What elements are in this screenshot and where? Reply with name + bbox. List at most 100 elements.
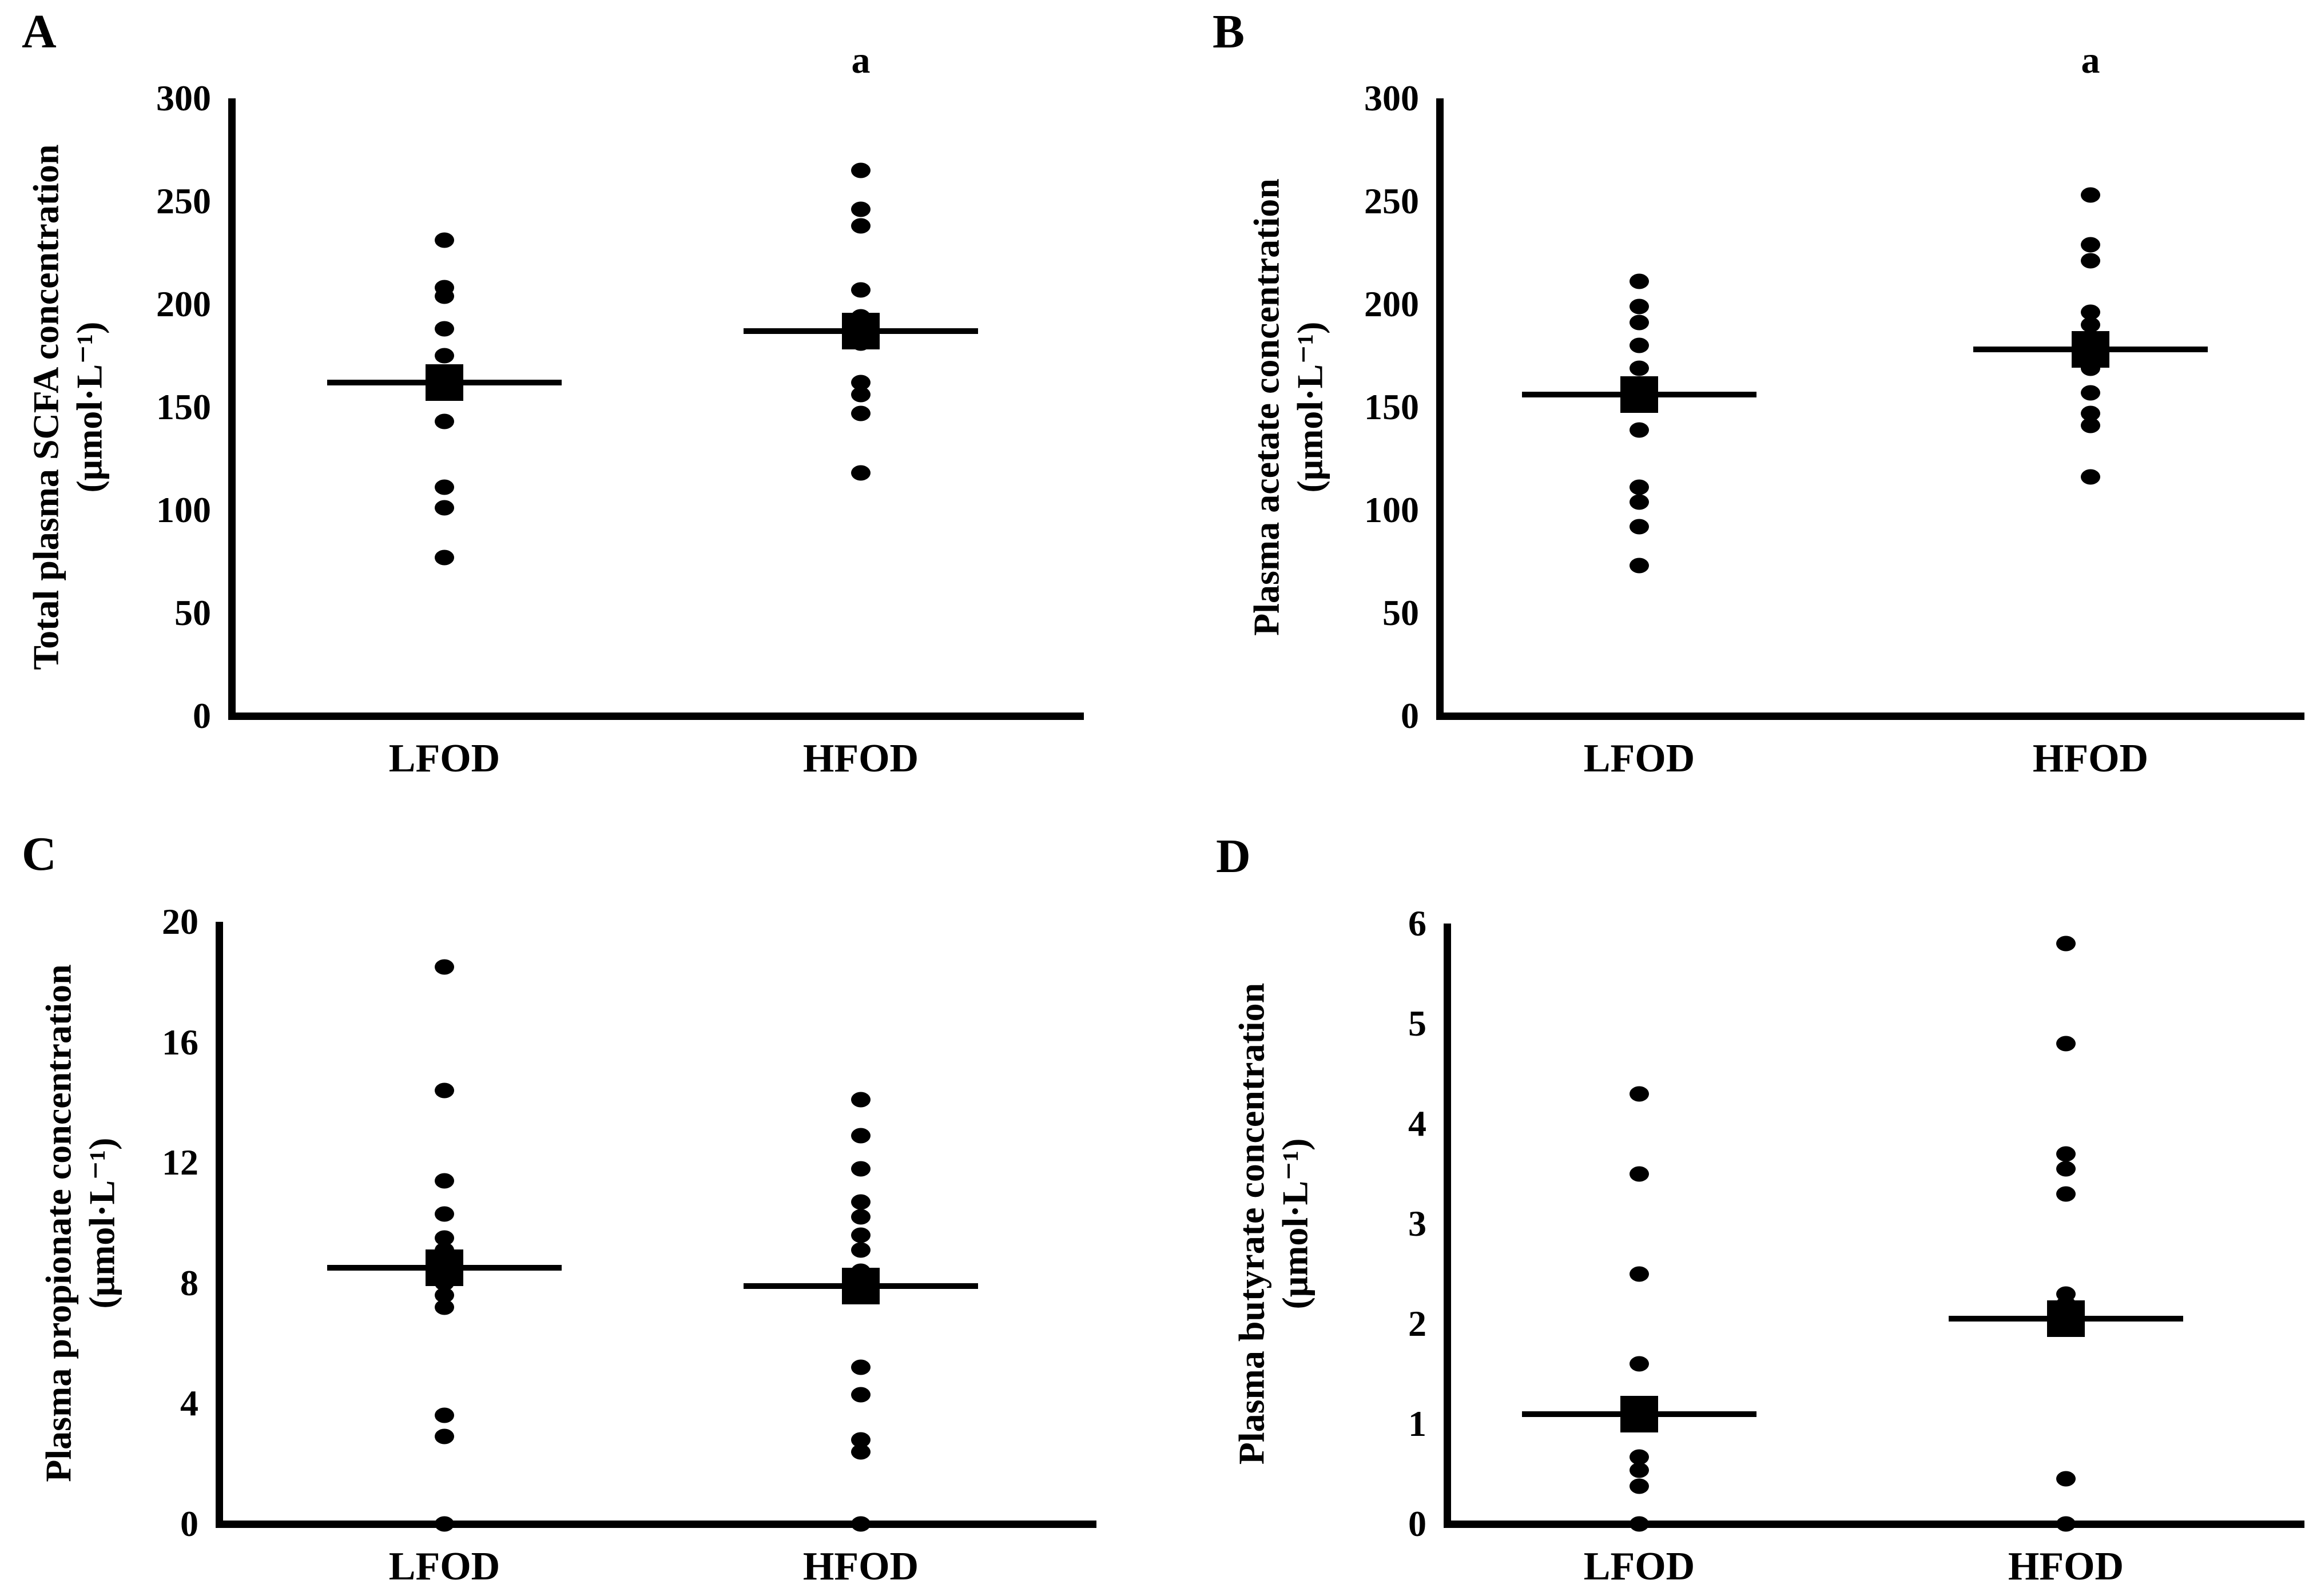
panel-d-letter: D — [1216, 830, 1251, 883]
panel-a-x-axis — [228, 713, 1084, 720]
panel-b-hfod-data-point — [2081, 317, 2100, 333]
panel-b-y-axis-title-text: Plasma acetate concentration — [1246, 178, 1287, 636]
panel-c-hfod-data-point — [851, 1194, 871, 1210]
panel-a-hfod-data-point — [851, 282, 871, 298]
panel-d-y-axis — [1444, 924, 1451, 1528]
panel-a-y-axis-title-text: Total plasma SCFA concentration — [25, 144, 66, 670]
panel-d-hfod-data-point — [2056, 1186, 2076, 1201]
panel-c-hfod-data-point — [851, 1209, 871, 1225]
panel-c-lfod-data-point — [435, 1173, 454, 1189]
panel-c-lfod-mean-marker — [426, 1249, 463, 1287]
panel-d-lfod-data-point — [1630, 1449, 1649, 1465]
panel-b-lfod-data-point — [1630, 494, 1649, 510]
panel-d-hfod-data-point — [2056, 1036, 2076, 1052]
panel-a-hfod-data-point — [851, 218, 871, 234]
panel-d-y-tick-label: 3 — [1408, 1203, 1426, 1244]
panel-b-hfod-data-point — [2081, 417, 2100, 433]
panel-c-x-category-lfod: LFOD — [388, 1545, 500, 1589]
panel-c-y-tick-label: 12 — [162, 1142, 198, 1183]
panel-c-y-tick-label: 0 — [180, 1503, 198, 1544]
panel-b-lfod-data-point — [1630, 422, 1649, 438]
panel-c-lfod-data-point — [435, 1428, 454, 1444]
panel-d-x-category-hfod: HFOD — [2008, 1545, 2124, 1589]
panel-a-lfod-data-point — [435, 288, 454, 304]
panel-b-y-tick-label: 100 — [1364, 489, 1419, 530]
panel-a-y-tick-label: 300 — [156, 78, 211, 118]
panel-d-lfod-data-point — [1630, 1516, 1649, 1532]
panel-c-hfod-data-point — [851, 1161, 871, 1177]
panel-c-hfod-mean-marker — [842, 1268, 880, 1305]
panel-c-hfod-data-point — [851, 1387, 871, 1403]
panel-b-lfod-data-point — [1630, 298, 1649, 315]
panel-a-x-category-lfod: LFOD — [388, 737, 500, 781]
panel-b-y-axis-title: Plasma acetate concentration (μmol·L⁻¹) — [1245, 178, 1331, 636]
panel-c-hfod-data-point — [851, 1444, 871, 1460]
panel-b-y-tick-label: 50 — [1382, 592, 1419, 633]
panel-d-y-tick-label: 5 — [1408, 1003, 1426, 1044]
panel-c-y-tick-label: 8 — [180, 1262, 198, 1303]
panel-a-hfod-mean-marker — [842, 312, 880, 349]
panel-d-y-tick-label: 2 — [1408, 1303, 1426, 1344]
panel-b-hfod-data-point — [2081, 237, 2100, 253]
panel-a-lfod-data-point — [435, 413, 454, 429]
panel-a-lfod-mean-marker — [426, 364, 463, 401]
panel-b-hfod-data-point — [2081, 187, 2100, 203]
panel-b-y-axis-units: (μmol·L⁻¹) — [1289, 321, 1330, 493]
panel-d-y-tick-label: 1 — [1408, 1403, 1426, 1444]
panel-b-y-tick-label: 150 — [1364, 387, 1419, 427]
panel-d-y-axis-title: Plasma butyrate concentration (μmol·L⁻¹) — [1230, 983, 1316, 1465]
panel-a-hfod-data-point — [851, 387, 871, 403]
panel-c-y-axis — [216, 922, 223, 1528]
panel-b-y-tick-label: 300 — [1364, 78, 1419, 118]
panel-d-lfod-data-point — [1630, 1356, 1649, 1372]
panel-c-x-category-hfod: HFOD — [802, 1545, 919, 1589]
panel-a-lfod-data-point — [435, 550, 454, 566]
panel-b-lfod-data-point — [1630, 360, 1649, 376]
panel-b-x-category-hfod: HFOD — [2032, 737, 2149, 781]
panel-b-hfod-data-point — [2081, 385, 2100, 401]
panel-a-y-axis-units: (μmol·L⁻¹) — [69, 321, 109, 493]
panel-d-y-axis-units: (μmol·L⁻¹) — [1274, 1138, 1315, 1310]
panel-b-x-axis — [1436, 713, 2304, 720]
panel-b-lfod-data-point — [1630, 519, 1649, 535]
panel-c-hfod-data-point — [851, 1227, 871, 1243]
panel-a-hfod-data-point — [851, 405, 871, 421]
panel-b-lfod-data-point — [1630, 273, 1649, 289]
panel-d-lfod-data-point — [1630, 1462, 1649, 1478]
panel-c-hfod-data-point — [851, 1516, 871, 1532]
panel-d-hfod-mean-marker — [2047, 1300, 2085, 1338]
panel-c-hfod-data-point — [851, 1128, 871, 1144]
panel-b-hfod-data-point — [2081, 469, 2100, 485]
panel-d-hfod-data-point — [2056, 1516, 2076, 1532]
panel-d-hfod-data-point — [2056, 1146, 2076, 1161]
panel-d-y-tick-label: 6 — [1408, 903, 1426, 944]
panel-d-y-tick-label: 0 — [1408, 1503, 1426, 1544]
panel-b-lfod-data-point — [1630, 315, 1649, 331]
panel-b-y-tick-label: 0 — [1401, 695, 1419, 736]
panel-c-x-axis — [216, 1521, 1096, 1528]
panel-d-lfod-data-point — [1630, 1266, 1649, 1281]
panel-b-hfod-mean-marker — [2072, 331, 2109, 368]
panel-a-hfod-data-point — [851, 465, 871, 481]
panel-b-lfod-data-point — [1630, 558, 1649, 574]
panel-c-y-tick-label: 4 — [180, 1383, 198, 1424]
panel-a-lfod-data-point — [435, 479, 454, 495]
panel-b-letter: B — [1213, 5, 1245, 58]
panel-a-y-axis — [228, 98, 236, 720]
panel-d-y-tick-label: 4 — [1408, 1103, 1426, 1144]
panel-d-lfod-data-point — [1630, 1166, 1649, 1181]
panel-a-hfod-data-point — [851, 162, 871, 178]
panel-a-y-tick-label: 100 — [156, 489, 211, 530]
panel-c-hfod-data-point — [851, 1359, 871, 1375]
panel-a-y-tick-label: 150 — [156, 387, 211, 427]
panel-c-y-tick-label: 20 — [162, 901, 198, 942]
panel-a-letter: A — [22, 5, 57, 58]
panel-c-lfod-data-point — [435, 1407, 454, 1423]
panel-c-lfod-data-point — [435, 959, 454, 975]
panel-d-x-category-lfod: LFOD — [1583, 1545, 1695, 1589]
panel-b-lfod-data-point — [1630, 479, 1649, 495]
panel-c-y-tick-label: 16 — [162, 1021, 198, 1062]
panel-d-lfod-data-point — [1630, 1478, 1649, 1494]
panel-b-hfod-data-point — [2081, 253, 2100, 269]
